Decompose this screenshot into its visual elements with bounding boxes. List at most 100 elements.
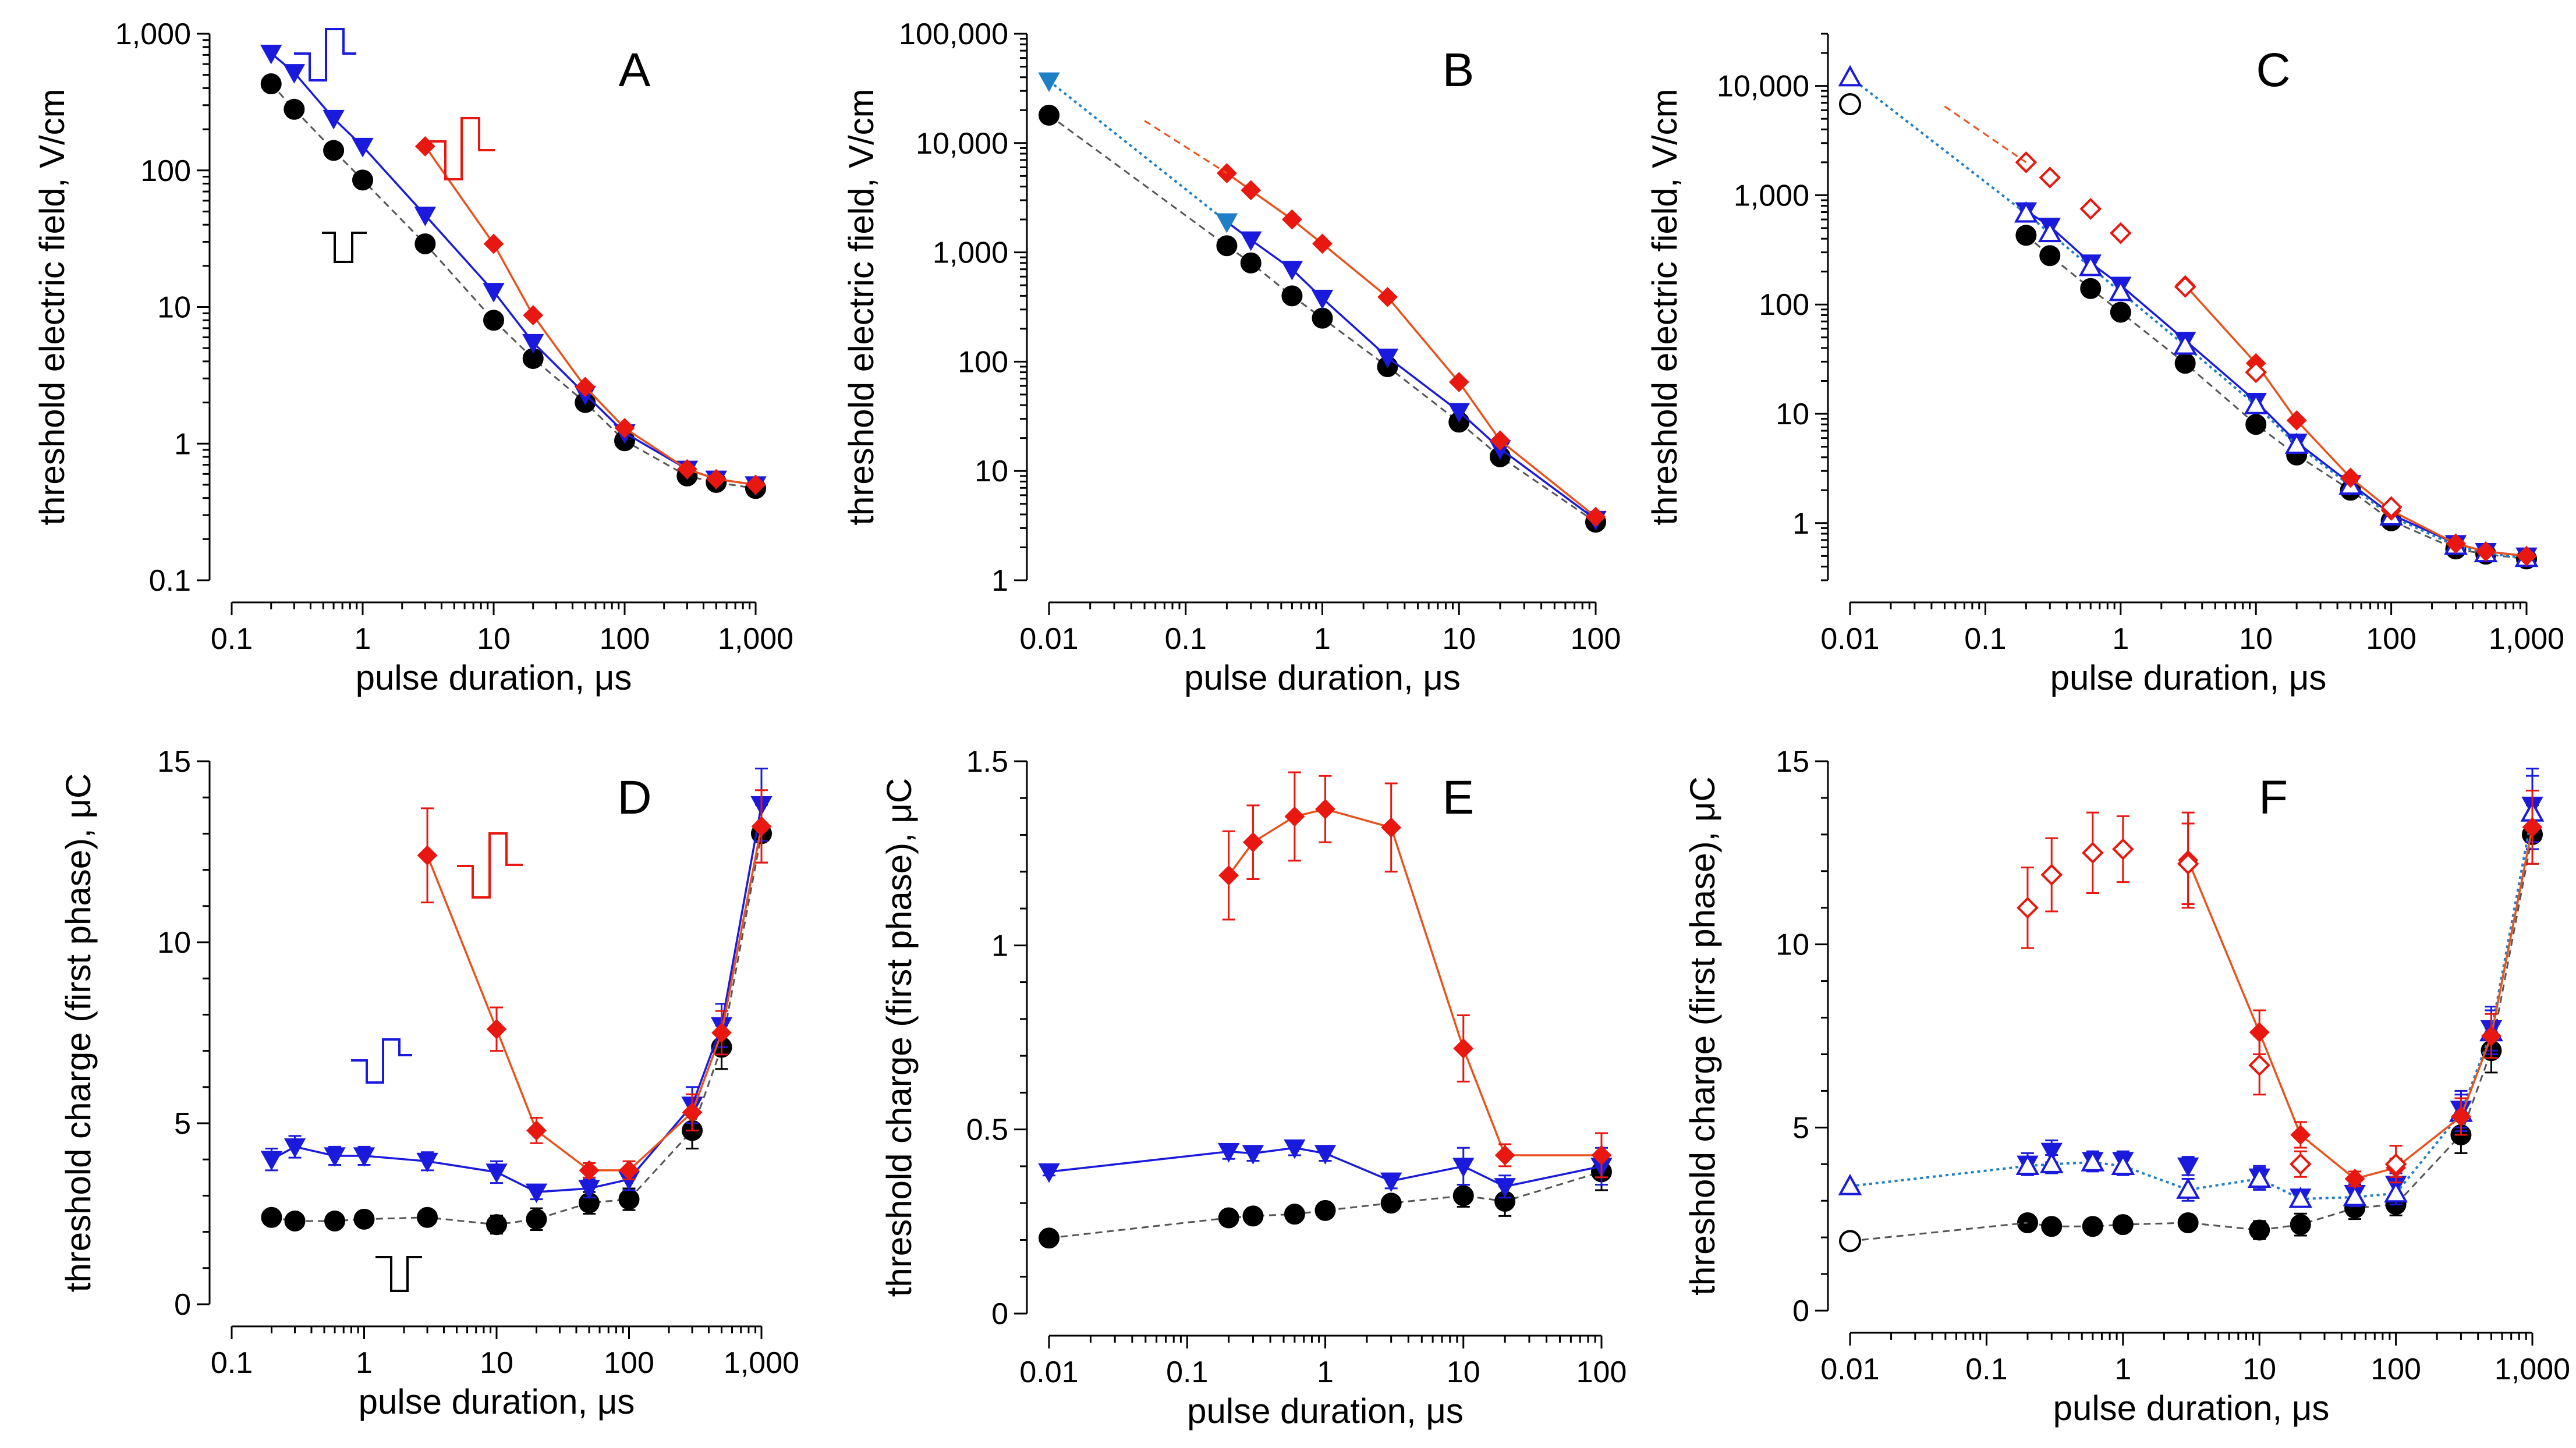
x-tick-label: 1,000 [718, 622, 793, 656]
panel-letter: E [1443, 771, 1475, 824]
y-tick-label: 10 [157, 926, 191, 960]
data-point [1314, 1199, 1336, 1221]
data-point [2109, 279, 2133, 301]
series-line [271, 833, 763, 1226]
data-point [352, 137, 374, 158]
data-point [284, 98, 305, 120]
data-point [2112, 1214, 2134, 1236]
panel-letter: A [619, 44, 651, 97]
data-point [1490, 430, 1511, 451]
data-point [2245, 361, 2267, 384]
x-tick-label: 100 [604, 1346, 654, 1380]
x-tick-label: 0.1 [211, 1346, 253, 1380]
data-point [2174, 353, 2196, 374]
series-line [1048, 80, 1228, 223]
y-tick-label: 1 [991, 564, 1008, 598]
series-monophasic [2017, 804, 2543, 1241]
y-tick-label: 100 [140, 154, 191, 188]
x-tick-label: 0.1 [1964, 622, 2006, 656]
data-point [619, 1160, 639, 1181]
data-point [2289, 1153, 2312, 1176]
series-line [270, 83, 756, 489]
data-point [2111, 838, 2134, 860]
series-line [2025, 210, 2527, 558]
data-point [2174, 276, 2196, 298]
series-line [426, 826, 763, 1172]
data-point [2384, 1181, 2408, 1203]
x-tick-label: 1,000 [2489, 622, 2564, 656]
x-tick-label: 0.01 [1019, 1355, 1078, 1389]
data-point [2177, 1212, 2199, 1233]
data-point [2177, 1157, 2199, 1177]
series-biphasic-wide [414, 136, 766, 495]
series-biphasic-narrow [260, 44, 767, 496]
x-axis-title: pulse duration, μs [2050, 658, 2327, 697]
y-axis-title: threshold electric field, V/cm [1645, 88, 1684, 525]
y-tick-label: 0.1 [149, 564, 191, 598]
x-tick-label: 1 [2114, 1353, 2131, 1386]
y-tick-label: 1,000 [933, 236, 1008, 270]
data-point [2451, 1106, 2471, 1127]
x-axis-title: pulse duration, μs [359, 1382, 635, 1421]
y-tick-label: 10 [157, 291, 191, 325]
x-axis-title: pulse duration, μs [2053, 1389, 2330, 1428]
series-biphasic-wide [1217, 163, 1606, 527]
data-point [324, 1210, 346, 1231]
x-tick-label: 10 [2239, 622, 2273, 656]
data-point [676, 459, 697, 480]
data-point [1585, 506, 1606, 527]
biphasic-wide-waveform-icon [457, 832, 523, 899]
data-point [1217, 1143, 1240, 1163]
data-point [1242, 1145, 1264, 1165]
biphasic-wide-waveform-icon [430, 117, 495, 180]
series-line [1849, 76, 2527, 559]
data-point [2446, 533, 2466, 554]
data-point [1038, 1163, 1060, 1183]
data-point [1284, 806, 1305, 827]
x-axis-title: pulse duration, μs [356, 658, 632, 697]
data-point [1453, 1038, 1474, 1059]
x-axis-title: pulse duration, μs [1184, 658, 1461, 697]
x-tick-label: 1 [356, 1346, 373, 1380]
data-point [1838, 1173, 1862, 1195]
data-point [1312, 233, 1333, 254]
series-monophasic [261, 804, 772, 1236]
data-point [353, 1208, 375, 1230]
series-line [424, 145, 756, 486]
x-tick-label: 0.1 [211, 622, 253, 656]
data-point [575, 377, 596, 398]
data-point [1452, 1158, 1475, 1177]
data-point [2079, 198, 2102, 220]
y-tick-label: 1 [1792, 507, 1809, 541]
data-point [579, 1160, 600, 1181]
x-tick-label: 10 [477, 622, 511, 656]
data-point [1380, 1193, 1402, 1214]
x-axis-title: pulse duration, μs [1187, 1392, 1464, 1431]
data-point [1311, 289, 1334, 310]
panel-letter: F [2259, 771, 2288, 824]
x-tick-label: 0.01 [1820, 622, 1879, 656]
data-point [483, 283, 505, 303]
data-point [1039, 1227, 1060, 1249]
data-point [486, 1018, 507, 1039]
y-tick-label: 100 [958, 345, 1008, 379]
data-point [2249, 1219, 2270, 1241]
x-tick-label: 10 [1442, 622, 1476, 656]
panel-b: 0.01 0.1 1 10 100 1 10 100 1,000 10,000 100,000 pul… [842, 17, 1621, 697]
data-point [353, 1147, 375, 1167]
x-tick-label: 10 [1447, 1355, 1480, 1389]
y-tick-label: 100,000 [899, 17, 1008, 51]
panel-letter: D [617, 771, 651, 824]
y-tick-label: 1 [991, 929, 1008, 963]
y-tick-label: 1,000 [1734, 179, 1809, 212]
data-point [1452, 1185, 1474, 1206]
series-biphasic-wide-extrap [1944, 105, 2027, 164]
biphasic-narrow-waveform-icon [351, 1038, 412, 1084]
series-biphasic-narrow [1038, 1139, 1613, 1199]
panel-d: 0.1 1 10 100 1,000 0 5 10 15 pulse duration, μs th… [59, 745, 799, 1421]
data-point [284, 1210, 306, 1231]
data-point [2040, 864, 2063, 886]
series-monophasic [260, 73, 766, 499]
x-tick-label: 0.01 [1820, 1353, 1879, 1386]
x-tick-label: 1,000 [724, 1346, 799, 1380]
